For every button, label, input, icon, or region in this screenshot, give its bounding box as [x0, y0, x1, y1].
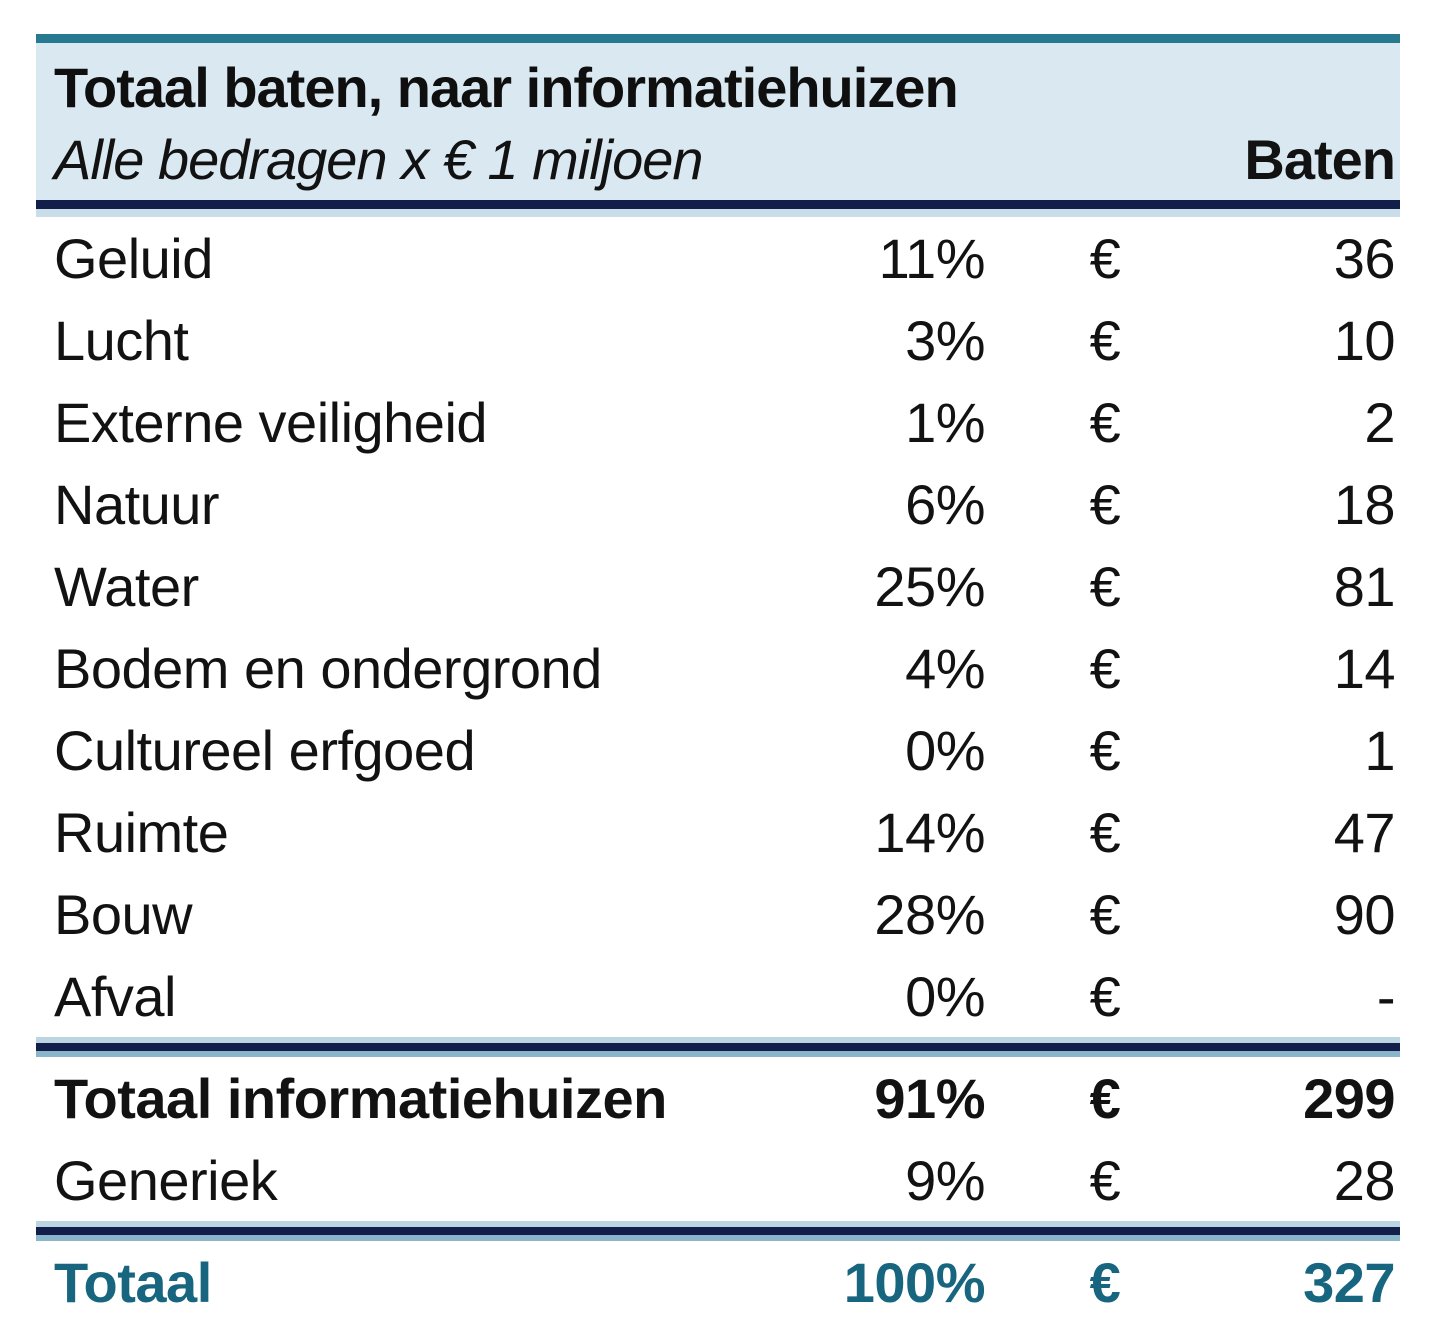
table-row: Bodem en ondergrond 4% €14	[36, 627, 1400, 709]
table-subtitle-row: Alle bedragen x € 1 miljoen Baten	[54, 125, 1396, 195]
table-row: Bouw 28% €90	[36, 873, 1400, 955]
table-row: Totaal 100% €327	[36, 1241, 1400, 1323]
baten-table: Totaal baten, naar informatiehuizen Alle…	[36, 34, 1400, 1323]
row-label: Externe veiligheid	[54, 390, 488, 454]
row-label: Afval	[54, 964, 177, 1028]
table-row: Externe veiligheid 1% €2	[36, 381, 1400, 463]
table-row: Lucht 3% €10	[36, 299, 1400, 381]
table-rows: Geluid 11% €36 Lucht 3% €10 Externe veiligheid…	[36, 217, 1400, 1323]
euro-sign: €	[1089, 1148, 1121, 1212]
table-row: Natuur 6% €18	[36, 463, 1400, 545]
euro-sign: €	[1089, 718, 1121, 782]
separator-band	[36, 1221, 1400, 1227]
row-value: 2	[1364, 390, 1395, 454]
row-value: 90	[1333, 882, 1396, 946]
row-value: 18	[1333, 472, 1396, 536]
row-value: 47	[1333, 800, 1396, 864]
header-bottom-rule	[36, 200, 1400, 209]
table-subtitle: Alle bedragen x € 1 miljoen	[54, 128, 704, 191]
table-row: Ruimte 14% €47	[36, 791, 1400, 873]
table-row: Afval 0% € -	[36, 955, 1400, 1037]
separator-band	[36, 1037, 1400, 1043]
table-row: Cultureel erfgoed 0% €1	[36, 709, 1400, 791]
row-label: Totaal	[54, 1250, 212, 1314]
euro-sign: €	[1089, 964, 1121, 1028]
row-label: Lucht	[54, 308, 189, 372]
row-label: Bouw	[54, 882, 193, 946]
row-separator	[36, 1037, 1400, 1057]
row-percent: 1%	[905, 390, 985, 454]
row-label: Geluid	[54, 226, 213, 290]
separator-band	[36, 1227, 1400, 1235]
row-percent: 25%	[874, 554, 985, 618]
row-value: 1	[1364, 718, 1395, 782]
row-value: 36	[1333, 226, 1396, 290]
row-separator	[36, 1221, 1400, 1241]
row-percent: 4%	[905, 636, 985, 700]
table-row: Generiek 9% €28	[36, 1139, 1400, 1221]
separator-band	[36, 1235, 1400, 1241]
row-value: 14	[1333, 636, 1396, 700]
row-percent: 6%	[905, 472, 985, 536]
separator-band	[36, 1051, 1400, 1057]
table-top-border	[36, 34, 1400, 43]
row-label: Natuur	[54, 472, 220, 536]
euro-sign: €	[1089, 554, 1121, 618]
euro-sign: €	[1089, 800, 1121, 864]
row-value: 28	[1333, 1148, 1396, 1212]
row-label: Generiek	[54, 1148, 278, 1212]
row-label: Totaal informatiehuizen	[54, 1066, 667, 1130]
euro-sign: €	[1089, 308, 1121, 372]
row-value: -	[1376, 964, 1396, 1028]
row-percent: 100%	[843, 1250, 986, 1314]
separator-band	[36, 1043, 1400, 1051]
table-title: Totaal baten, naar informatiehuizen	[54, 56, 959, 119]
row-label: Water	[54, 554, 199, 618]
row-value: 299	[1303, 1066, 1395, 1130]
row-value: 10	[1333, 308, 1396, 372]
row-percent: 9%	[905, 1148, 985, 1212]
euro-sign: €	[1089, 882, 1121, 946]
table-row: Geluid 11% €36	[36, 217, 1400, 299]
row-percent: 0%	[905, 964, 985, 1028]
euro-sign: €	[1089, 1250, 1121, 1314]
euro-sign: €	[1089, 390, 1121, 454]
row-percent: 14%	[874, 800, 985, 864]
euro-sign: €	[1089, 472, 1121, 536]
row-percent: 28%	[874, 882, 985, 946]
table-header: Totaal baten, naar informatiehuizen Alle…	[36, 43, 1400, 200]
row-percent: 0%	[905, 718, 985, 782]
euro-sign: €	[1089, 636, 1121, 700]
row-percent: 91%	[874, 1066, 985, 1130]
euro-sign: €	[1089, 1066, 1121, 1130]
row-value: 327	[1303, 1250, 1395, 1314]
header-bottom-rule-shade	[36, 209, 1400, 217]
row-value: 81	[1333, 554, 1396, 618]
table-row: Water 25% €81	[36, 545, 1400, 627]
value-column-header: Baten	[1244, 128, 1396, 191]
row-percent: 3%	[905, 308, 985, 372]
row-label: Ruimte	[54, 800, 229, 864]
euro-sign: €	[1089, 226, 1121, 290]
row-label: Cultureel erfgoed	[54, 718, 476, 782]
row-percent: 11%	[878, 226, 986, 290]
table-row: Totaal informatiehuizen 91% €299	[36, 1057, 1400, 1139]
row-label: Bodem en ondergrond	[54, 636, 602, 700]
